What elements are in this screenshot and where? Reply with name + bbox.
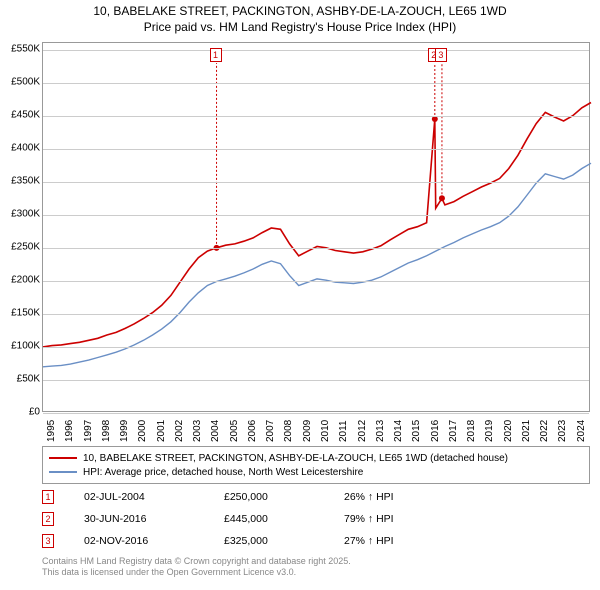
x-axis-label: 2000: [137, 420, 148, 442]
x-axis-label: 2020: [503, 420, 514, 442]
x-axis-label: 2013: [375, 420, 386, 442]
x-axis-label: 1997: [83, 420, 94, 442]
x-axis-label: 2006: [247, 420, 258, 442]
series-hpi: [43, 163, 591, 367]
sales-table: 1 02-JUL-2004£250,00026% ↑ HPI 2 30-JUN-201…: [42, 486, 590, 552]
gridline-h: [43, 314, 589, 315]
title-line1: 10, BABELAKE STREET, PACKINGTON, ASHBY-D…: [0, 4, 600, 20]
sales-row-date: 30-JUN-2016: [84, 513, 224, 525]
gridline-h: [43, 149, 589, 150]
legend-swatch: [49, 471, 77, 473]
legend-label: HPI: Average price, detached house, Nort…: [83, 467, 363, 478]
gridline-h: [43, 83, 589, 84]
chart-title: 10, BABELAKE STREET, PACKINGTON, ASHBY-D…: [0, 0, 600, 35]
attribution-footer: Contains HM Land Registry data © Crown c…: [42, 556, 590, 579]
x-axis-label: 2015: [411, 420, 422, 442]
y-axis-label: £350K: [2, 175, 40, 186]
chart-svg: [43, 43, 589, 411]
title-line2: Price paid vs. HM Land Registry's House …: [0, 20, 600, 36]
x-axis-label: 2012: [357, 420, 368, 442]
footer-line1: Contains HM Land Registry data © Crown c…: [42, 556, 590, 567]
x-axis-label: 2002: [174, 420, 185, 442]
sales-row-marker: 3: [42, 534, 54, 548]
y-axis-label: £100K: [2, 340, 40, 351]
gridline-h: [43, 50, 589, 51]
sales-row-marker: 1: [42, 490, 54, 504]
y-axis-label: £300K: [2, 208, 40, 219]
x-axis-label: 2017: [448, 420, 459, 442]
x-axis-label: 2005: [229, 420, 240, 442]
sales-row: 3 02-NOV-2016£325,00027% ↑ HPI: [42, 530, 590, 552]
gridline-h: [43, 116, 589, 117]
sales-row: 2 30-JUN-2016£445,00079% ↑ HPI: [42, 508, 590, 530]
x-axis-label: 2011: [338, 420, 349, 442]
legend-label: 10, BABELAKE STREET, PACKINGTON, ASHBY-D…: [83, 453, 508, 464]
gridline-h: [43, 248, 589, 249]
sales-row-hpi: 27% ↑ HPI: [344, 535, 590, 547]
y-axis-label: £150K: [2, 307, 40, 318]
x-axis-label: 2001: [156, 420, 167, 442]
sales-row: 1 02-JUL-2004£250,00026% ↑ HPI: [42, 486, 590, 508]
x-axis-label: 2019: [484, 420, 495, 442]
gridline-h: [43, 215, 589, 216]
x-axis-label: 2004: [210, 420, 221, 442]
gridline-h: [43, 347, 589, 348]
legend-item: HPI: Average price, detached house, Nort…: [49, 465, 583, 479]
y-axis-label: £200K: [2, 274, 40, 285]
y-axis-label: £400K: [2, 142, 40, 153]
sales-row-date: 02-JUL-2004: [84, 491, 224, 503]
sale-marker-box: 1: [210, 48, 222, 62]
x-axis-label: 2007: [265, 420, 276, 442]
x-axis-label: 1996: [64, 420, 75, 442]
x-axis-label: 2023: [557, 420, 568, 442]
gridline-h: [43, 182, 589, 183]
sales-row-price: £250,000: [224, 491, 344, 503]
footer-line2: This data is licensed under the Open Gov…: [42, 567, 590, 578]
sales-row-hpi: 26% ↑ HPI: [344, 491, 590, 503]
legend-item: 10, BABELAKE STREET, PACKINGTON, ASHBY-D…: [49, 451, 583, 465]
plot-area: [42, 42, 590, 412]
x-axis-label: 2008: [283, 420, 294, 442]
x-axis-label: 2016: [430, 420, 441, 442]
sales-row-marker: 2: [42, 512, 54, 526]
gridline-h: [43, 281, 589, 282]
legend: 10, BABELAKE STREET, PACKINGTON, ASHBY-D…: [42, 446, 590, 484]
y-axis-label: £500K: [2, 76, 40, 87]
x-axis-label: 2024: [576, 420, 587, 442]
x-axis-label: 1995: [46, 420, 57, 442]
sale-marker-box: 3: [435, 48, 447, 62]
x-axis-label: 2014: [393, 420, 404, 442]
sales-row-price: £445,000: [224, 513, 344, 525]
y-axis-label: £250K: [2, 241, 40, 252]
x-axis-label: 1999: [119, 420, 130, 442]
gridline-h: [43, 413, 589, 414]
x-axis-label: 2021: [521, 420, 532, 442]
x-axis-label: 2010: [320, 420, 331, 442]
sales-row-price: £325,000: [224, 535, 344, 547]
y-axis-label: £450K: [2, 109, 40, 120]
sales-row-date: 02-NOV-2016: [84, 535, 224, 547]
y-axis-label: £0: [2, 407, 40, 418]
series-property: [43, 103, 591, 347]
x-axis-label: 2022: [539, 420, 550, 442]
x-axis-label: 2009: [302, 420, 313, 442]
gridline-h: [43, 380, 589, 381]
y-axis-label: £550K: [2, 43, 40, 54]
x-axis-label: 1998: [101, 420, 112, 442]
chart-container: 10, BABELAKE STREET, PACKINGTON, ASHBY-D…: [0, 0, 600, 590]
sales-row-hpi: 79% ↑ HPI: [344, 513, 590, 525]
y-axis-label: £50K: [2, 373, 40, 384]
x-axis-label: 2003: [192, 420, 203, 442]
legend-swatch: [49, 457, 77, 459]
x-axis-label: 2018: [466, 420, 477, 442]
